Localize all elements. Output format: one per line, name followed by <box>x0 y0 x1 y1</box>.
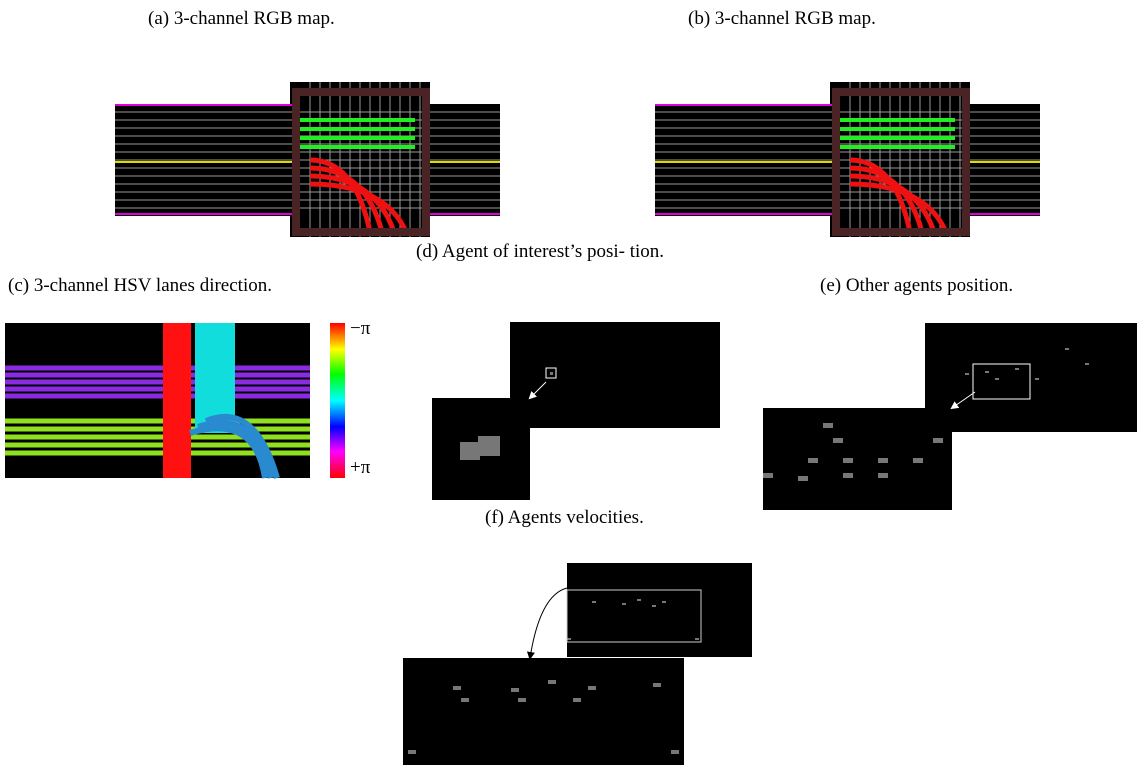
agent <box>460 442 480 460</box>
agent <box>933 438 943 443</box>
agent <box>453 686 461 690</box>
agent <box>461 698 469 702</box>
agent <box>408 750 416 754</box>
caption: (c) 3-channel HSV lanes direction. <box>8 275 272 297</box>
lane <box>163 323 191 478</box>
agent <box>653 683 661 687</box>
agent <box>878 473 888 478</box>
bg <box>510 322 720 428</box>
caption: (b) 3-channel RGB map. <box>688 8 876 30</box>
bg <box>567 563 752 657</box>
agent <box>1015 368 1019 370</box>
caption: (f) Agents velocities. <box>485 507 644 529</box>
agent <box>823 423 833 428</box>
figure-graphics: −π +π <box>0 0 1142 765</box>
agent <box>985 371 989 373</box>
agent <box>478 436 500 456</box>
rgb-map <box>655 82 1040 237</box>
agent <box>1065 348 1069 350</box>
agent <box>662 601 666 603</box>
agent <box>573 698 581 702</box>
caption: (d) Agent of interest’s posi- tion. <box>416 240 746 264</box>
agent <box>671 750 679 754</box>
velocity-map <box>567 563 752 657</box>
agent <box>652 605 656 607</box>
arrow <box>530 588 567 658</box>
colorbar <box>330 323 345 478</box>
agent <box>808 458 818 463</box>
agent <box>511 688 519 692</box>
agent <box>843 458 853 463</box>
colorbar-bottom-label: +π <box>350 457 371 478</box>
agent <box>695 638 699 640</box>
agents-map <box>925 323 1137 432</box>
agent <box>763 473 773 478</box>
agent <box>548 680 556 684</box>
bg <box>403 658 684 765</box>
agent <box>622 603 626 605</box>
agent <box>798 476 808 481</box>
bg <box>925 323 1137 432</box>
agent <box>637 599 641 601</box>
agent <box>913 458 923 463</box>
figure: −π +π (a) 3-channel RGB map. (b) 3-chann… <box>0 0 1142 765</box>
agent <box>965 373 969 375</box>
caption: (a) 3-channel RGB map. <box>148 8 335 30</box>
agent <box>567 638 571 640</box>
agent <box>995 378 999 380</box>
agent <box>550 372 553 375</box>
agent <box>833 438 843 443</box>
velocity-zoom <box>403 658 684 765</box>
colorbar-top-label: −π <box>350 318 371 339</box>
agent <box>878 458 888 463</box>
agents-zoom <box>763 408 952 510</box>
agent <box>1085 363 1089 365</box>
hsv-map <box>5 323 310 478</box>
agent <box>588 686 596 690</box>
agent <box>592 601 596 603</box>
agent <box>1035 378 1039 380</box>
agent <box>843 473 853 478</box>
bg <box>763 408 952 510</box>
agent-map <box>510 322 720 428</box>
agent-zoom <box>432 398 530 500</box>
agent <box>518 698 526 702</box>
caption: (e) Other agents position. <box>820 275 1013 297</box>
rgb-map <box>115 82 500 237</box>
